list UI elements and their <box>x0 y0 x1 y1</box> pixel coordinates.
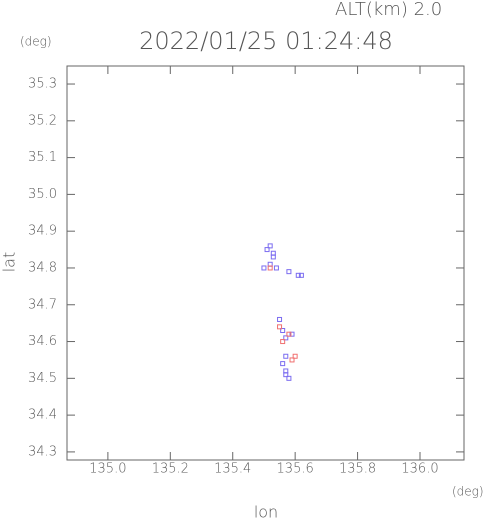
echo-point <box>273 265 279 271</box>
echo-point <box>277 316 283 322</box>
echo-point <box>280 328 286 334</box>
echo-point <box>286 269 292 275</box>
echo-point <box>280 339 286 345</box>
altitude-label: ALT(km) 2.0 <box>335 0 442 20</box>
echo-point <box>283 335 289 341</box>
y-tick-label: 35.0 <box>28 187 57 202</box>
x-tick-label: 135.0 <box>89 462 126 477</box>
y-tick-label: 34.9 <box>28 224 57 239</box>
y-tick-label: 35.3 <box>28 77 57 92</box>
y-axis-label: lat <box>0 252 19 273</box>
y-tick-label: 34.6 <box>28 334 57 349</box>
echo-point <box>264 247 270 253</box>
x-tick-label: 135.8 <box>339 462 376 477</box>
echo-point <box>295 272 301 278</box>
y-tick-label: 35.1 <box>28 150 57 165</box>
echo-point <box>283 372 289 378</box>
x-axis-label: lon <box>254 503 278 521</box>
y-tick-label: 34.7 <box>28 297 57 312</box>
echo-point <box>283 353 289 359</box>
echo-point <box>270 250 276 256</box>
y-tick-label: 34.5 <box>28 371 57 386</box>
x-tick-label: 135.4 <box>214 462 251 477</box>
x-tick-label: 135.2 <box>152 462 189 477</box>
echo-point <box>280 361 286 367</box>
y-tick-label: 34.4 <box>28 408 57 423</box>
echo-point <box>261 265 267 271</box>
echo-point <box>298 272 304 278</box>
chart-title: 2022/01/25 01:24:48 <box>139 27 393 55</box>
echo-point <box>286 375 292 381</box>
y-tick-label: 34.3 <box>28 444 57 459</box>
x-tick-label: 136.0 <box>401 462 438 477</box>
y-tick-label: 34.8 <box>28 260 57 275</box>
echo-point <box>289 357 295 363</box>
x-tick-label: 135.6 <box>277 462 314 477</box>
echo-point <box>286 331 292 337</box>
x-unit: (deg) <box>452 485 484 499</box>
y-tick-label: 35.2 <box>28 113 57 128</box>
echo-point <box>267 265 273 271</box>
y-unit: (deg) <box>20 35 52 49</box>
echo-point <box>277 324 283 330</box>
plot-frame <box>66 65 465 461</box>
echo-point <box>289 331 295 337</box>
echo-point <box>267 243 273 249</box>
echo-point <box>292 353 298 359</box>
